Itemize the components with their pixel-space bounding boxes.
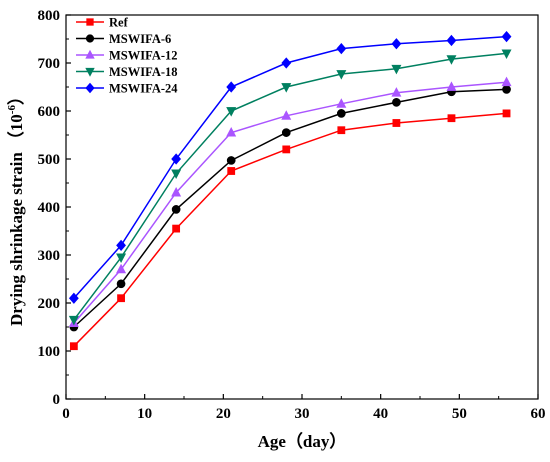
series-0	[69, 109, 511, 351]
x-tick-label: 20	[216, 406, 231, 422]
legend-marker	[85, 49, 95, 59]
legend-label: MSWIFA-24	[109, 82, 178, 96]
legend-item: Ref	[76, 16, 129, 30]
data-point	[68, 315, 79, 326]
legend-item: MSWIFA-18	[76, 65, 178, 79]
y-axis-title: Drying shrinkage strain （10-6）	[6, 88, 26, 326]
y-axis-unit-base: （10	[6, 114, 26, 148]
data-point	[226, 156, 236, 165]
y-tick-label: 500	[38, 152, 61, 168]
y-axis-unit-exponent: -6	[6, 105, 18, 115]
data-point	[171, 205, 181, 214]
data-point	[447, 114, 456, 123]
y-axis-unit-close: ）	[6, 88, 26, 105]
data-point	[502, 109, 511, 118]
legend-label: MSWIFA-6	[109, 32, 171, 46]
series-3	[68, 49, 512, 326]
data-point	[446, 34, 457, 47]
data-point	[391, 87, 402, 97]
plot-area	[68, 30, 512, 351]
data-point	[446, 55, 457, 65]
x-tick-label: 30	[295, 406, 310, 422]
y-tick-label: 700	[38, 56, 61, 72]
legend-item: MSWIFA-12	[76, 49, 178, 63]
y-tick-label: 400	[38, 200, 61, 216]
x-tick-label: 40	[373, 406, 388, 422]
data-point	[226, 81, 237, 93]
legend-label: MSWIFA-18	[109, 65, 178, 79]
x-tick-label: 50	[452, 406, 467, 422]
series-4	[68, 30, 512, 304]
data-point	[171, 187, 182, 197]
series-2	[68, 76, 512, 328]
series-line	[73, 88, 507, 328]
x-tick-label: 10	[137, 406, 152, 422]
data-point	[391, 64, 402, 75]
legend-item: MSWIFA-24	[76, 82, 178, 96]
data-point	[501, 49, 512, 59]
data-point	[446, 81, 457, 91]
data-point	[171, 153, 182, 165]
data-point	[116, 253, 127, 263]
data-point	[336, 70, 347, 80]
y-tick-label: 800	[38, 8, 61, 24]
data-point	[69, 342, 78, 351]
data-point	[501, 76, 512, 87]
x-tick-label: 0	[62, 406, 70, 422]
data-point	[502, 85, 511, 94]
y-tick-label: 600	[38, 104, 61, 120]
data-point	[392, 98, 401, 107]
y-tick-label: 200	[38, 296, 61, 312]
data-point	[391, 38, 402, 50]
data-point	[281, 57, 292, 69]
data-point	[226, 127, 237, 137]
data-point	[337, 126, 346, 135]
data-point	[281, 83, 292, 93]
series-1	[69, 85, 511, 332]
data-point	[117, 294, 125, 303]
legend-marker	[85, 34, 95, 43]
legend: Ref MSWIFA-6 MSWIFA-12 MSWIFA-18 MSWIFA-24	[76, 16, 178, 96]
y-axis-title-group: Drying shrinkage strain （10-6）	[6, 88, 26, 326]
data-point	[116, 279, 126, 289]
data-point	[227, 167, 236, 175]
data-point	[282, 145, 291, 154]
data-point	[501, 30, 512, 43]
data-point	[116, 239, 126, 252]
data-point	[171, 169, 182, 179]
data-point	[336, 42, 347, 55]
legend-label: MSWIFA-12	[109, 49, 178, 63]
legend-marker	[86, 18, 94, 26]
data-point	[172, 224, 181, 233]
data-point	[226, 107, 237, 117]
y-tick-label: 100	[38, 344, 61, 360]
legend-item: MSWIFA-6	[76, 32, 171, 46]
x-tick-label: 60	[531, 406, 546, 422]
y-axis-title-text: Drying shrinkage strain	[7, 152, 26, 326]
y-tick-label: 0	[53, 392, 61, 408]
legend-label: Ref	[109, 16, 129, 30]
data-point	[392, 119, 401, 127]
y-tick-label: 300	[38, 248, 61, 264]
data-point	[336, 109, 346, 118]
data-point	[281, 128, 291, 137]
x-axis-title: Age（day）	[258, 431, 347, 451]
data-point	[68, 292, 79, 304]
legend-marker	[85, 82, 95, 94]
data-point	[336, 98, 347, 108]
legend-marker	[85, 67, 95, 77]
data-point	[281, 110, 292, 120]
data-point	[116, 263, 127, 274]
